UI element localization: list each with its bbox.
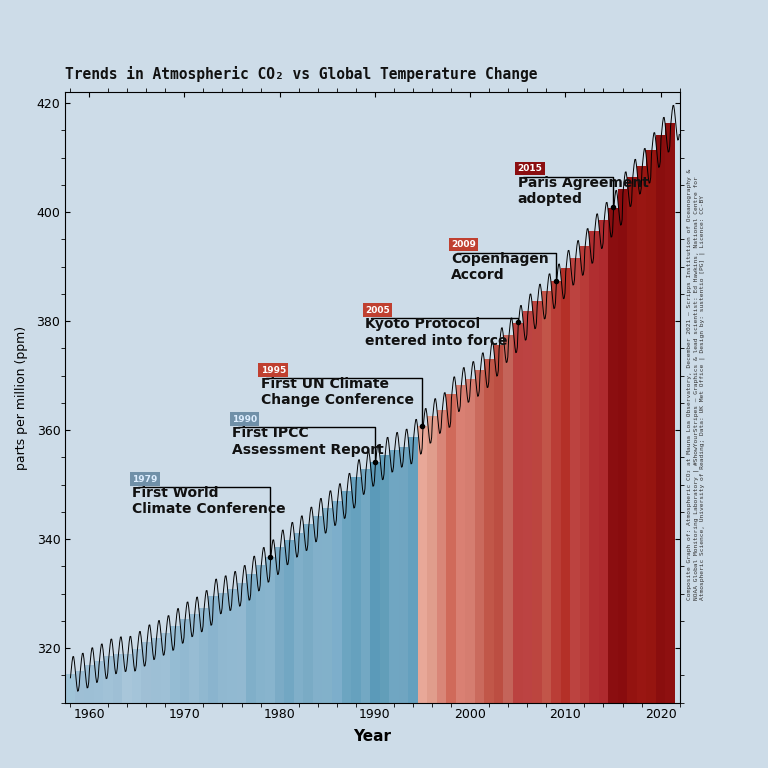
Y-axis label: parts per million (ppm): parts per million (ppm) — [15, 326, 28, 469]
Bar — [589, 231, 599, 703]
Bar — [561, 268, 570, 703]
Bar — [84, 665, 94, 703]
Bar — [199, 607, 208, 703]
Bar — [541, 291, 551, 703]
Bar — [379, 455, 389, 703]
Bar — [656, 134, 665, 703]
Bar — [303, 525, 313, 703]
Bar — [113, 654, 122, 703]
Bar — [446, 394, 456, 703]
Bar — [637, 166, 647, 703]
Bar — [427, 416, 437, 703]
Bar — [351, 477, 360, 703]
Bar — [284, 540, 294, 703]
Bar — [256, 564, 265, 703]
Bar — [456, 385, 465, 703]
Bar — [237, 583, 247, 703]
Bar — [65, 674, 74, 703]
Bar — [647, 150, 656, 703]
Text: 1979: 1979 — [132, 475, 157, 484]
Bar — [132, 649, 141, 703]
Bar — [551, 281, 561, 703]
Bar — [475, 370, 485, 703]
Bar — [265, 557, 275, 703]
Bar — [180, 619, 189, 703]
Bar — [170, 626, 180, 703]
Text: 2005: 2005 — [366, 306, 390, 315]
Text: First World
Climate Conference: First World Climate Conference — [132, 486, 286, 517]
Bar — [94, 661, 104, 703]
Bar — [418, 425, 427, 703]
Bar — [599, 220, 608, 703]
Bar — [247, 574, 256, 703]
Text: Trends in Atmospheric CO₂ vs Global Temperature Change: Trends in Atmospheric CO₂ vs Global Temp… — [65, 66, 538, 82]
Bar — [313, 516, 323, 703]
Bar — [389, 450, 399, 703]
X-axis label: Year: Year — [353, 729, 392, 744]
Text: Copenhagen
Accord: Copenhagen Accord — [451, 252, 549, 282]
Bar — [608, 207, 617, 703]
Text: Kyoto Protocol
entered into force: Kyoto Protocol entered into force — [366, 317, 508, 347]
Text: 1995: 1995 — [260, 366, 286, 375]
Bar — [161, 633, 170, 703]
Bar — [275, 548, 284, 703]
Bar — [532, 302, 541, 703]
Bar — [332, 501, 342, 703]
Bar — [665, 123, 675, 703]
Bar — [485, 359, 494, 703]
Bar — [208, 597, 217, 703]
Bar — [399, 446, 409, 703]
Bar — [294, 533, 303, 703]
Bar — [409, 437, 418, 703]
Bar — [465, 379, 475, 703]
Bar — [360, 468, 370, 703]
Text: First IPCC
Assessment Report: First IPCC Assessment Report — [232, 426, 384, 456]
Bar — [627, 177, 637, 703]
Bar — [522, 311, 532, 703]
Bar — [122, 654, 132, 703]
Bar — [323, 508, 332, 703]
Bar — [227, 589, 237, 703]
Text: Composite Graph of: Atmospheric CO₂ at Mauna Loa Observatory, December 2021 – Sc: Composite Graph of: Atmospheric CO₂ at M… — [687, 168, 705, 600]
Bar — [151, 638, 161, 703]
Text: First UN Climate
Change Conference: First UN Climate Change Conference — [260, 377, 413, 408]
Bar — [570, 258, 580, 703]
Bar — [74, 670, 84, 703]
Text: 1990: 1990 — [232, 415, 257, 424]
Bar — [217, 593, 227, 703]
Text: 2009: 2009 — [451, 240, 476, 249]
Bar — [513, 323, 522, 703]
Bar — [504, 336, 513, 703]
Bar — [104, 657, 113, 703]
Text: 2015: 2015 — [518, 164, 543, 173]
Bar — [617, 189, 627, 703]
Bar — [494, 345, 504, 703]
Bar — [580, 246, 589, 703]
Text: Paris Agreement
adopted: Paris Agreement adopted — [518, 176, 649, 206]
Bar — [342, 491, 351, 703]
Bar — [189, 614, 199, 703]
Bar — [141, 642, 151, 703]
Bar — [370, 462, 379, 703]
Bar — [437, 410, 446, 703]
